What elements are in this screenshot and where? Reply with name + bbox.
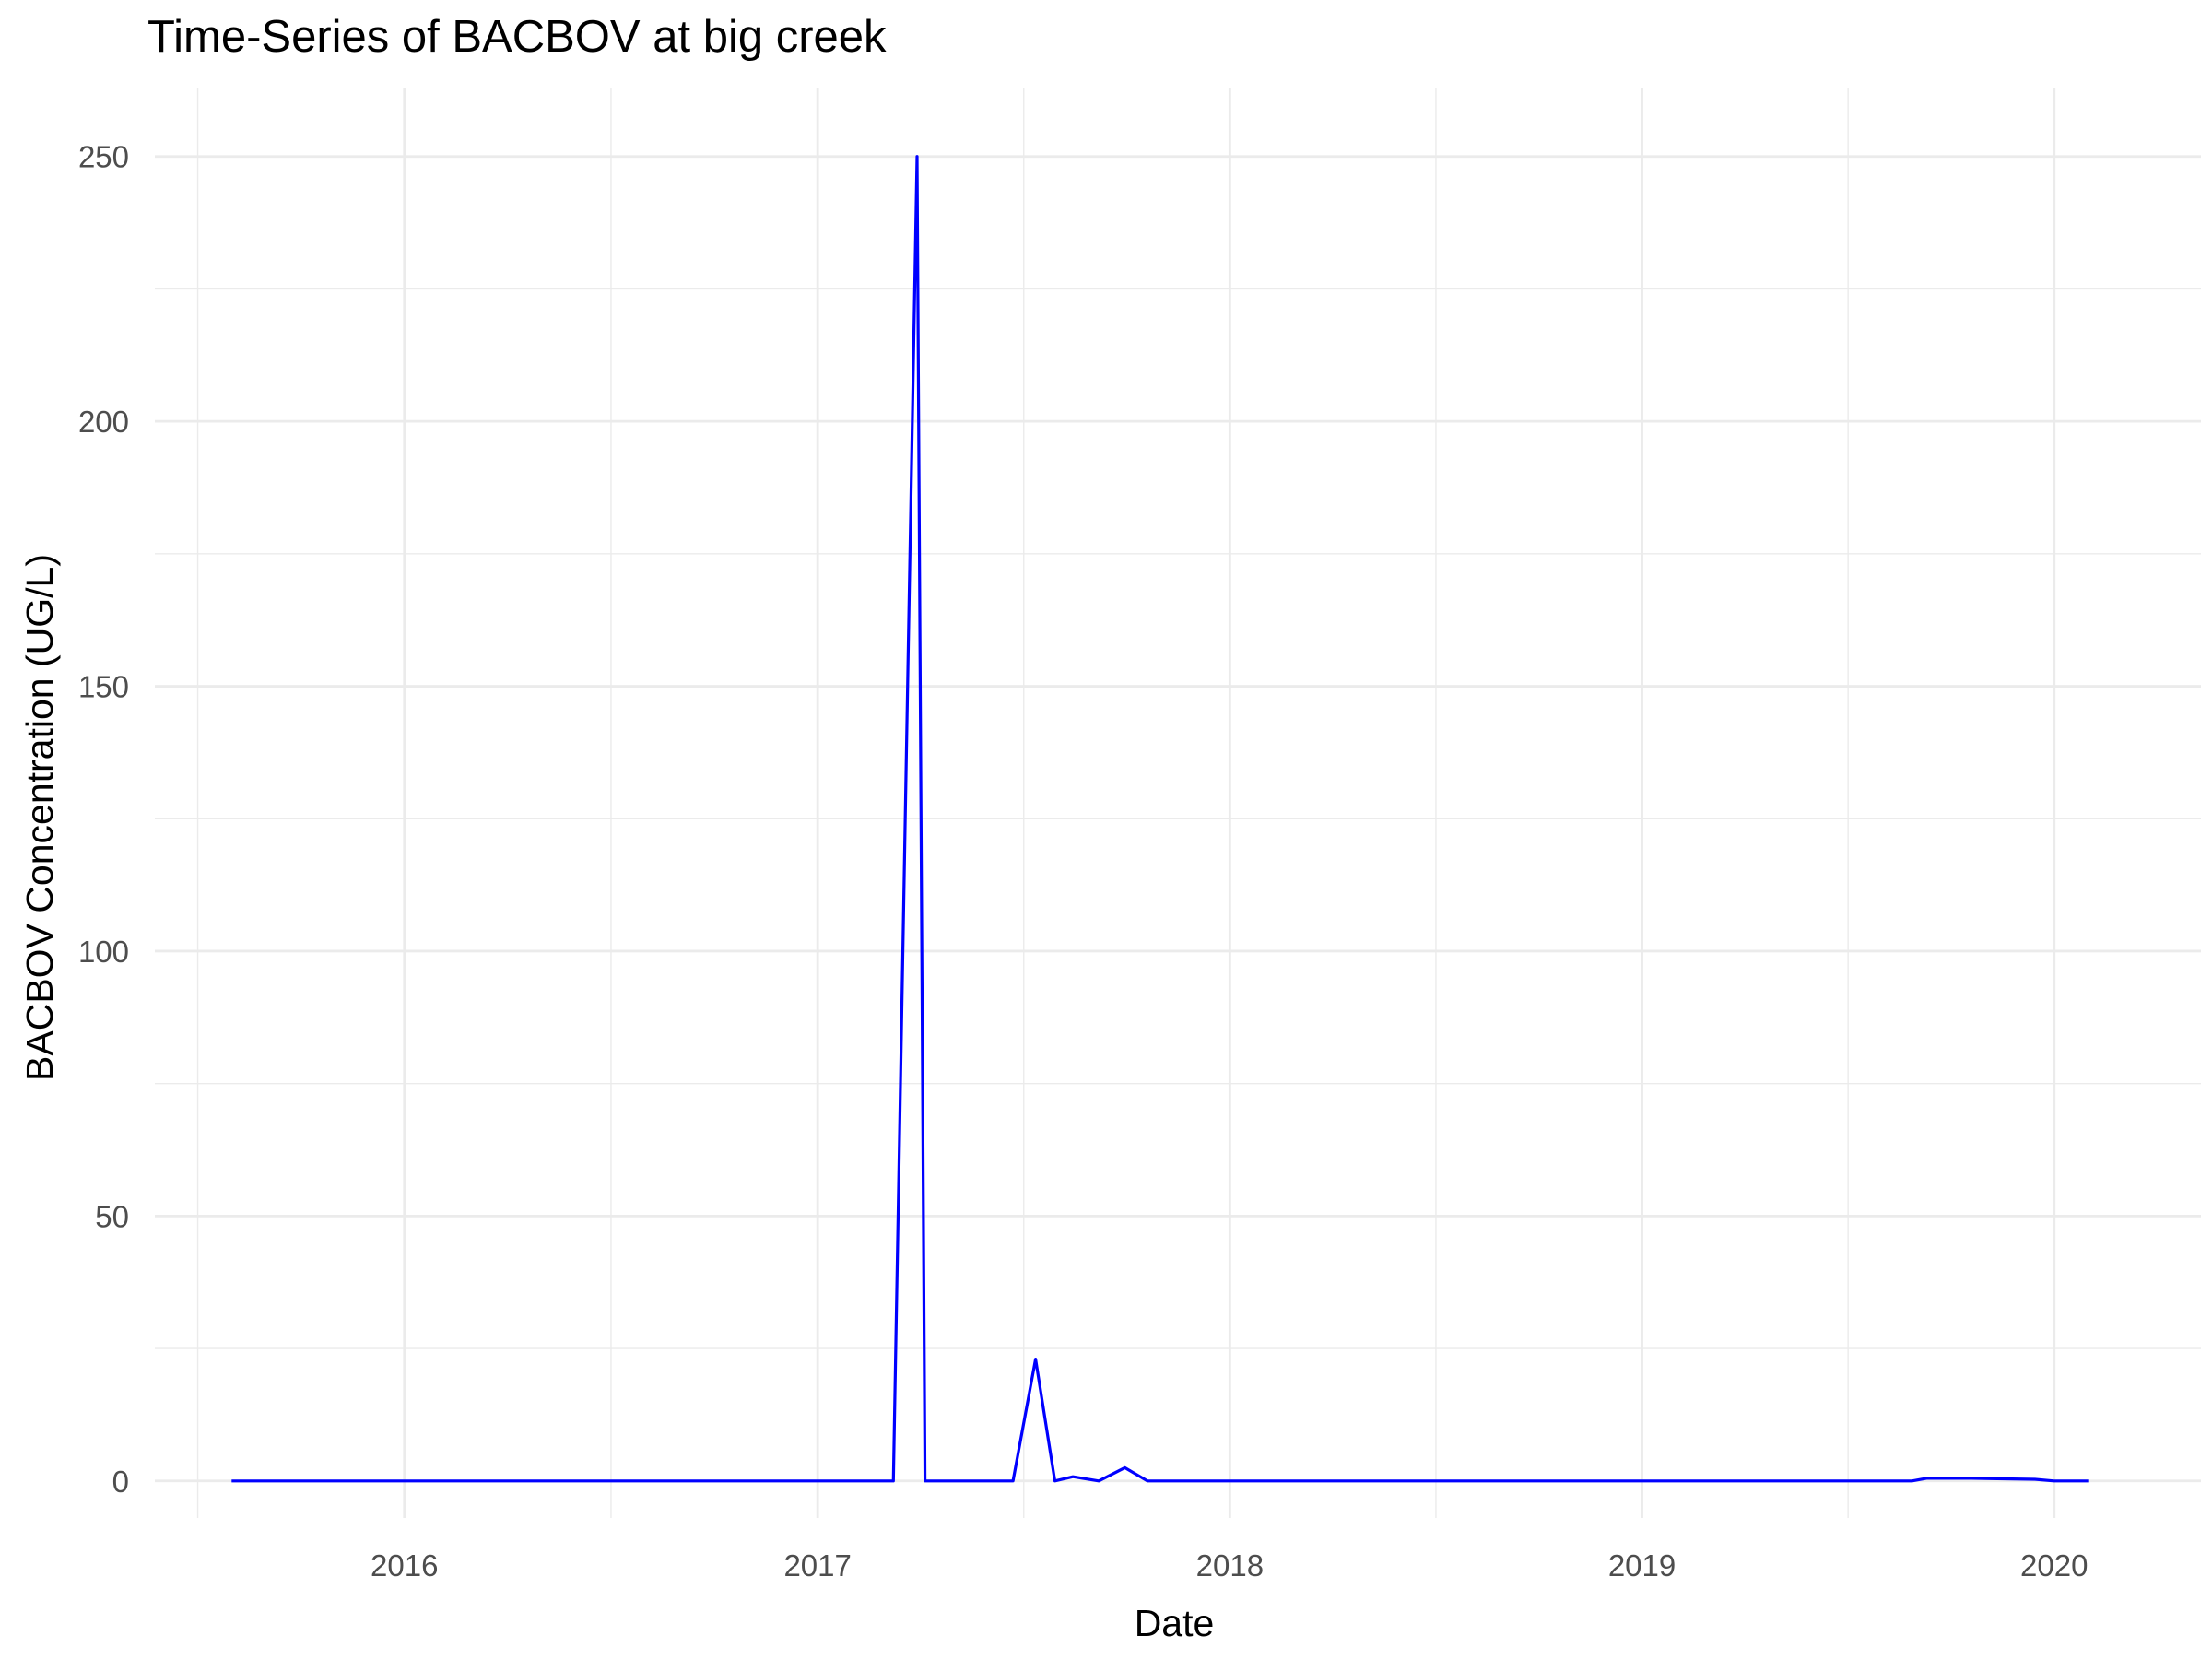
x-tick-label: 2018 [1196, 1548, 1264, 1583]
y-tick-label: 150 [78, 670, 129, 704]
y-tick-labels: 0 50 100 150 200 250 [78, 140, 129, 1499]
grid-lines [155, 88, 2201, 1518]
y-axis-label: BACBOV Concentration (UG/L) [18, 554, 61, 1081]
y-tick-label: 50 [95, 1199, 129, 1233]
x-axis-label: Date [1135, 1602, 1215, 1644]
y-tick-label: 250 [78, 140, 129, 174]
series-line [231, 155, 2089, 1483]
x-tick-label: 2016 [371, 1548, 438, 1583]
y-tick-label: 100 [78, 935, 129, 969]
y-tick-label: 0 [112, 1465, 129, 1499]
y-tick-label: 200 [78, 405, 129, 439]
x-tick-label: 2020 [2020, 1548, 2088, 1583]
series-layer [231, 155, 2089, 1483]
x-tick-labels: 2016 2017 2018 2019 2020 [371, 1548, 2088, 1583]
x-tick-label: 2019 [1608, 1548, 1676, 1583]
x-tick-label: 2017 [783, 1548, 851, 1583]
chart-title: Time-Series of BACBOV at big creek [147, 12, 887, 62]
